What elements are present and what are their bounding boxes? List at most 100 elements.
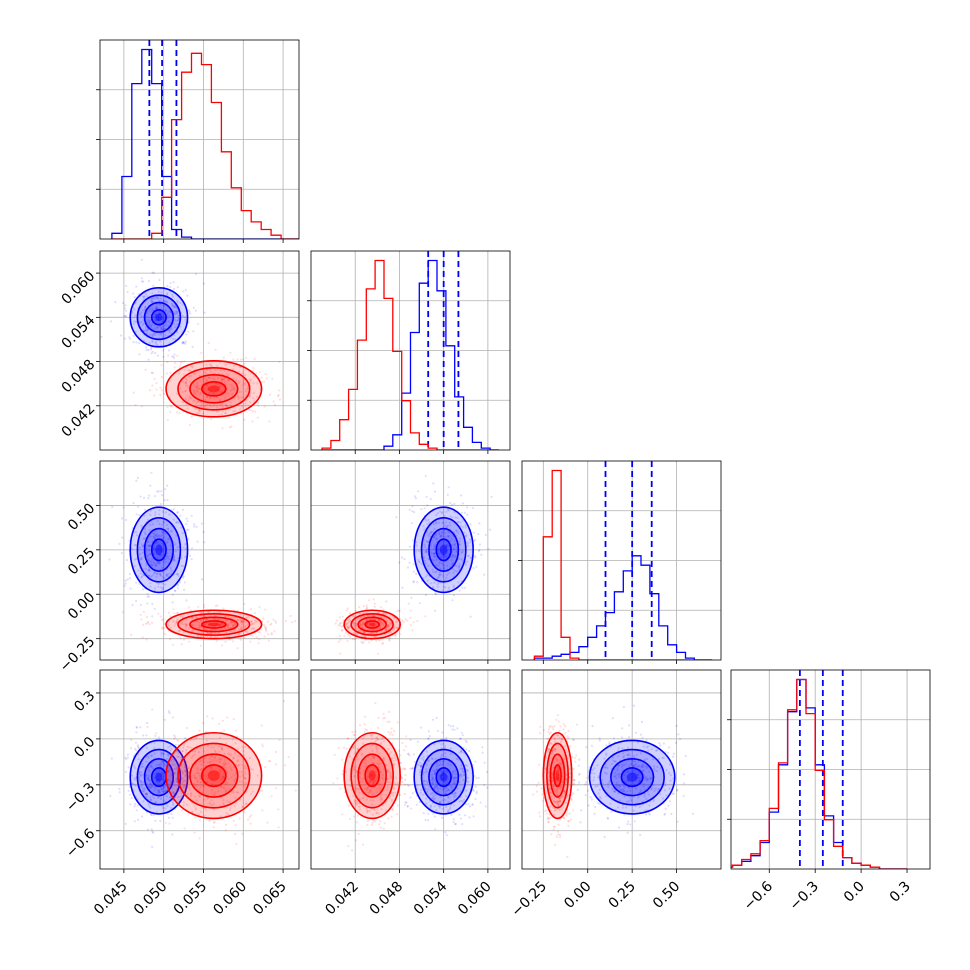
sample-point: [394, 791, 397, 795]
sample-point: [157, 612, 160, 615]
sample-point: [398, 794, 401, 797]
sample-point: [172, 281, 175, 284]
sample-point: [635, 753, 639, 757]
sample-point: [455, 757, 458, 761]
sample-point: [430, 553, 433, 556]
sample-point: [166, 804, 169, 808]
sample-point: [162, 349, 165, 352]
sample-point: [449, 752, 452, 756]
sample-point: [169, 572, 172, 575]
sample-point: [452, 584, 455, 587]
sample-point: [162, 618, 165, 621]
sample-point: [167, 530, 170, 533]
sample-point: [458, 565, 461, 568]
sample-point: [228, 416, 231, 419]
sample-point: [422, 525, 425, 528]
sample-point: [430, 805, 433, 808]
sample-point: [379, 819, 382, 822]
sample-point: [167, 573, 170, 576]
sample-point: [205, 384, 209, 387]
sample-point: [394, 635, 397, 638]
sample-point: [209, 803, 212, 806]
sample-point: [363, 631, 366, 634]
sample-point: [183, 784, 186, 788]
sample-point: [478, 522, 481, 525]
sample-point: [634, 771, 637, 774]
sample-point: [461, 526, 464, 529]
x-tick-label: 0.050: [131, 879, 171, 919]
sample-point: [146, 554, 150, 557]
sample-point: [434, 794, 437, 797]
sample-point: [144, 793, 147, 796]
sample-point: [362, 615, 365, 618]
sample-point: [465, 769, 468, 772]
sample-point: [373, 762, 376, 765]
sample-point: [237, 629, 240, 632]
sample-point: [177, 372, 181, 375]
sample-point: [249, 391, 252, 394]
sample-point: [434, 571, 437, 574]
sample-point: [388, 777, 391, 780]
sample-point: [132, 391, 135, 394]
sample-point: [420, 765, 423, 768]
sample-point: [198, 374, 201, 377]
sample-point: [191, 365, 194, 368]
sample-point: [147, 540, 150, 543]
sample-point: [438, 560, 442, 563]
plot-area: [100, 258, 282, 430]
sample-point: [376, 808, 379, 811]
sample-point: [460, 731, 463, 734]
sample-point: [618, 799, 622, 802]
sample-point: [169, 567, 172, 570]
sample-point: [167, 623, 170, 626]
sample-point: [360, 623, 364, 627]
sample-point: [202, 530, 205, 534]
sample-point: [159, 765, 162, 768]
sample-point: [164, 821, 167, 824]
sample-point: [465, 541, 468, 544]
sample-point: [172, 559, 175, 562]
sample-point: [232, 789, 235, 793]
sample-point: [231, 624, 235, 628]
sample-point: [358, 605, 361, 609]
sample-point: [159, 819, 162, 823]
sample-point: [368, 628, 372, 632]
sample-point: [598, 739, 601, 742]
sample-point: [175, 520, 178, 524]
plot-area: [108, 471, 297, 650]
sample-point: [371, 803, 374, 806]
sample-point: [160, 787, 163, 791]
sample-point: [412, 621, 415, 624]
sample-point: [243, 418, 246, 421]
sample-point: [187, 399, 190, 402]
sample-point: [626, 831, 629, 834]
sample-point: [134, 543, 138, 547]
sample-point: [241, 405, 244, 408]
sample-point: [185, 624, 188, 627]
plot-area: [332, 702, 489, 852]
sample-point: [198, 774, 201, 777]
sample-point: [362, 742, 365, 745]
sample-point: [249, 380, 252, 383]
sample-point: [256, 774, 259, 777]
sample-point: [218, 398, 221, 401]
sample-point: [425, 547, 428, 550]
sample-point: [203, 814, 206, 817]
sample-point: [425, 495, 428, 498]
sample-point: [190, 558, 193, 561]
sample-point: [207, 625, 210, 628]
sample-point: [481, 751, 484, 754]
sample-point: [590, 771, 593, 775]
sample-point: [448, 788, 451, 792]
sample-point: [373, 628, 376, 631]
sample-point: [409, 767, 412, 770]
sample-point: [357, 805, 360, 809]
sample-point: [197, 400, 200, 403]
sample-point: [172, 791, 175, 795]
sample-point: [388, 621, 391, 625]
sample-point: [152, 560, 155, 563]
sample-point: [631, 764, 634, 767]
sample-point: [225, 405, 228, 408]
sample-point: [152, 328, 155, 331]
sample-point: [451, 770, 455, 773]
